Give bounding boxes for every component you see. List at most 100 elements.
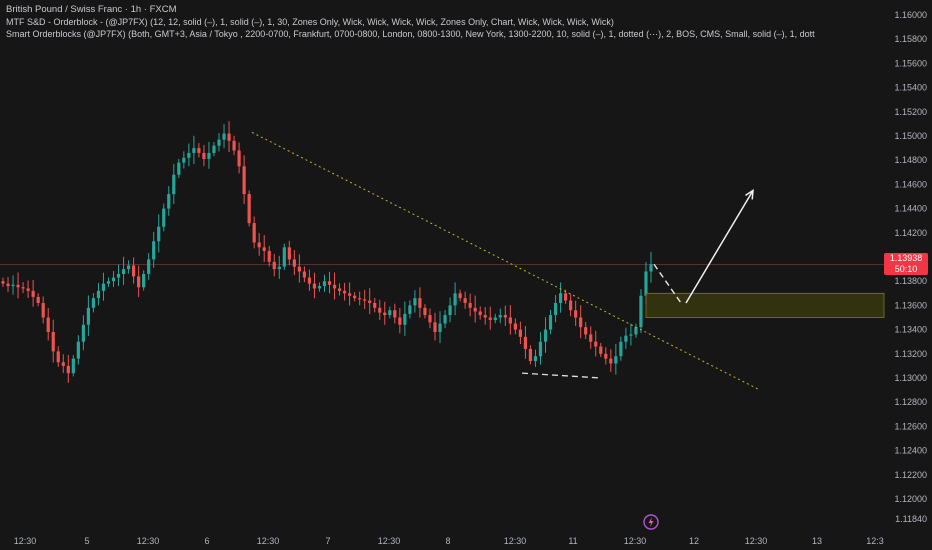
- candle-body: [111, 277, 116, 282]
- candle: [56, 346, 60, 367]
- tradingview-lightning-icon[interactable]: [643, 514, 659, 530]
- candle-body: [342, 290, 347, 294]
- candle: [137, 265, 141, 298]
- candle: [513, 318, 517, 335]
- candle-body: [488, 317, 492, 320]
- candle: [287, 240, 291, 266]
- symbol-title[interactable]: British Pound / Swiss Franc · 1h · FXCM: [6, 4, 177, 15]
- time-tick-label: 12: [689, 536, 699, 546]
- candle-body: [212, 145, 216, 153]
- candle: [142, 270, 146, 291]
- candle-body: [463, 298, 467, 303]
- annotations[interactable]: [251, 131, 885, 391]
- candle-body: [513, 323, 517, 330]
- candle: [443, 309, 447, 329]
- candle: [187, 143, 191, 167]
- candle-body: [277, 266, 281, 270]
- candle-body: [61, 362, 65, 366]
- candle: [423, 304, 427, 319]
- price-tick-label: 1.12000: [894, 494, 927, 504]
- candle: [428, 308, 432, 329]
- candle: [503, 305, 507, 326]
- candle-body: [121, 269, 126, 274]
- candle-body: [126, 265, 131, 270]
- candle: [378, 299, 382, 320]
- candle: [172, 163, 176, 204]
- candle-body: [624, 335, 628, 342]
- candle-body: [523, 336, 528, 349]
- candle: [528, 345, 533, 365]
- candle-body: [584, 327, 588, 335]
- candle-body: [473, 307, 477, 312]
- candle: [508, 305, 512, 335]
- price-tick-label: 1.13400: [894, 325, 927, 335]
- candle: [468, 293, 472, 317]
- candle: [207, 142, 211, 169]
- candle: [26, 280, 30, 299]
- candle-body: [137, 276, 141, 288]
- indicator-legend-mtf[interactable]: MTF S&D - Orderblock - (@JP7FX) (12, 12,…: [6, 17, 614, 27]
- candle: [1, 277, 5, 287]
- candle-body: [363, 299, 367, 301]
- candle-body: [6, 283, 10, 287]
- candle: [388, 306, 392, 319]
- candle: [649, 251, 653, 283]
- candle: [282, 243, 286, 270]
- candle-body: [116, 273, 121, 278]
- candle: [523, 325, 528, 359]
- candle: [579, 305, 583, 339]
- price-tick-label: 1.14200: [894, 228, 927, 238]
- candle: [408, 300, 412, 319]
- candle: [41, 296, 45, 324]
- candle-body: [91, 298, 96, 308]
- candle-body: [383, 312, 387, 316]
- indicator-legend-smart-ob[interactable]: Smart Orderblocks (@JP7FX) (Both, GMT+3,…: [6, 29, 815, 39]
- candle-body: [227, 133, 231, 141]
- candle-body: [604, 353, 608, 359]
- projection-dashed: [653, 263, 682, 304]
- candle-body: [282, 247, 286, 267]
- candle-body: [574, 310, 578, 318]
- time-tick-label: 12:30: [257, 536, 280, 546]
- candle: [538, 332, 543, 365]
- candle-body: [418, 298, 422, 308]
- candle-body: [31, 290, 35, 297]
- candle: [86, 295, 90, 336]
- candle: [543, 317, 548, 353]
- time-axis[interactable]: 12:30 5 12:30 6 12:30 7 12:30 8 12:30 11 12:30 12 12…: [14, 536, 884, 546]
- candle: [393, 303, 397, 324]
- candle: [242, 155, 246, 204]
- candle: [6, 277, 10, 292]
- candle-body: [353, 295, 357, 299]
- candle: [177, 158, 181, 178]
- candle-body: [453, 293, 457, 306]
- candle: [116, 264, 121, 287]
- price-tick-label: 1.13200: [894, 349, 927, 359]
- candle-body: [378, 307, 382, 313]
- candle-body: [267, 250, 271, 262]
- candle-body: [247, 194, 251, 224]
- candle-body: [26, 288, 30, 291]
- candle: [277, 255, 281, 279]
- price-tick-label: 1.13600: [894, 300, 927, 310]
- projection-arrow-head: [745, 188, 754, 200]
- candle: [594, 330, 598, 357]
- candle-body: [152, 241, 156, 260]
- candle: [453, 282, 457, 316]
- candle-body: [408, 305, 412, 314]
- candle-body: [132, 265, 136, 277]
- price-axis[interactable]: 1.16000 1.15800 1.15600 1.15400 1.15200 1.150…: [894, 10, 927, 524]
- candle: [101, 272, 106, 301]
- candle: [51, 319, 55, 363]
- candle-body: [76, 341, 80, 359]
- candle: [252, 216, 256, 249]
- candle: [162, 203, 166, 232]
- candle-body: [553, 302, 558, 316]
- candle-body: [36, 296, 40, 303]
- candle-body: [16, 284, 20, 288]
- candle-body: [287, 247, 291, 260]
- price-tick-label: 1.14800: [894, 155, 927, 165]
- price-tick-label: 1.15000: [894, 131, 927, 141]
- last-price-value: 1.13938: [889, 253, 923, 263]
